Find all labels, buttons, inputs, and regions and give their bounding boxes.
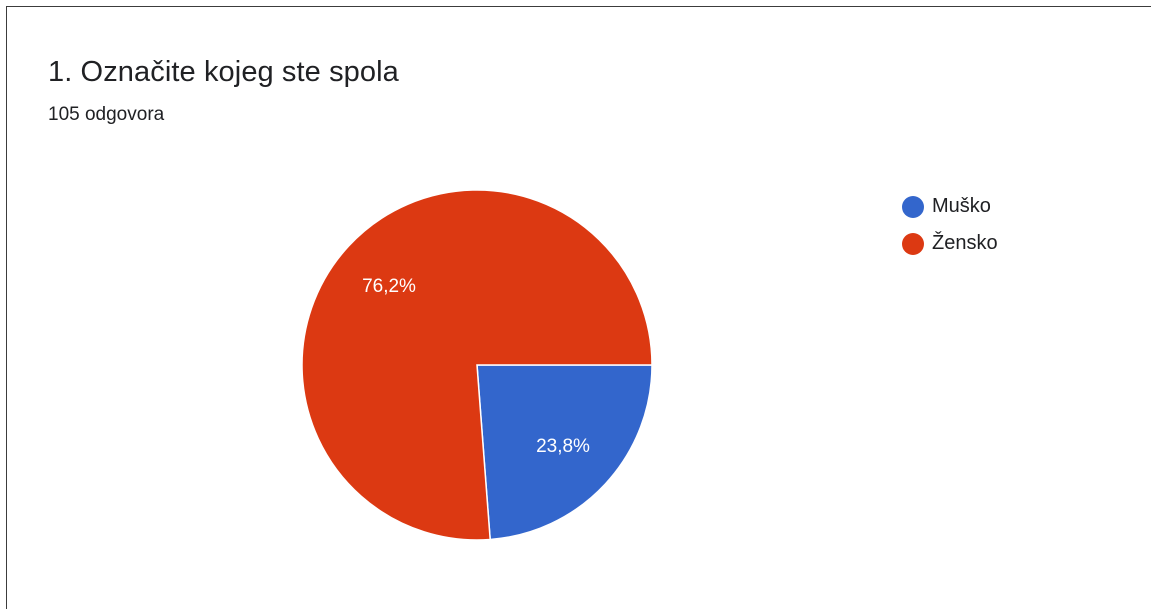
response-count: 105 odgovora (48, 104, 165, 125)
pie-label-musko: 23,8% (536, 436, 590, 457)
chart-title: 1. Označite kojeg ste spola (48, 56, 399, 88)
pie-slice-musko[interactable] (476, 364, 653, 541)
legend-item-zensko[interactable]: Žensko (902, 225, 998, 262)
legend-label-zensko: Žensko (932, 232, 998, 254)
pie-slice-zensko[interactable] (301, 189, 653, 541)
pie-label-zensko: 76,2% (362, 276, 416, 297)
legend-swatch-musko (902, 195, 924, 218)
legend-label-musko: Muško (932, 195, 991, 217)
chart-legend: Muško Žensko (902, 188, 998, 262)
legend-item-musko[interactable]: Muško (902, 188, 998, 225)
legend-swatch-zensko (902, 232, 924, 255)
